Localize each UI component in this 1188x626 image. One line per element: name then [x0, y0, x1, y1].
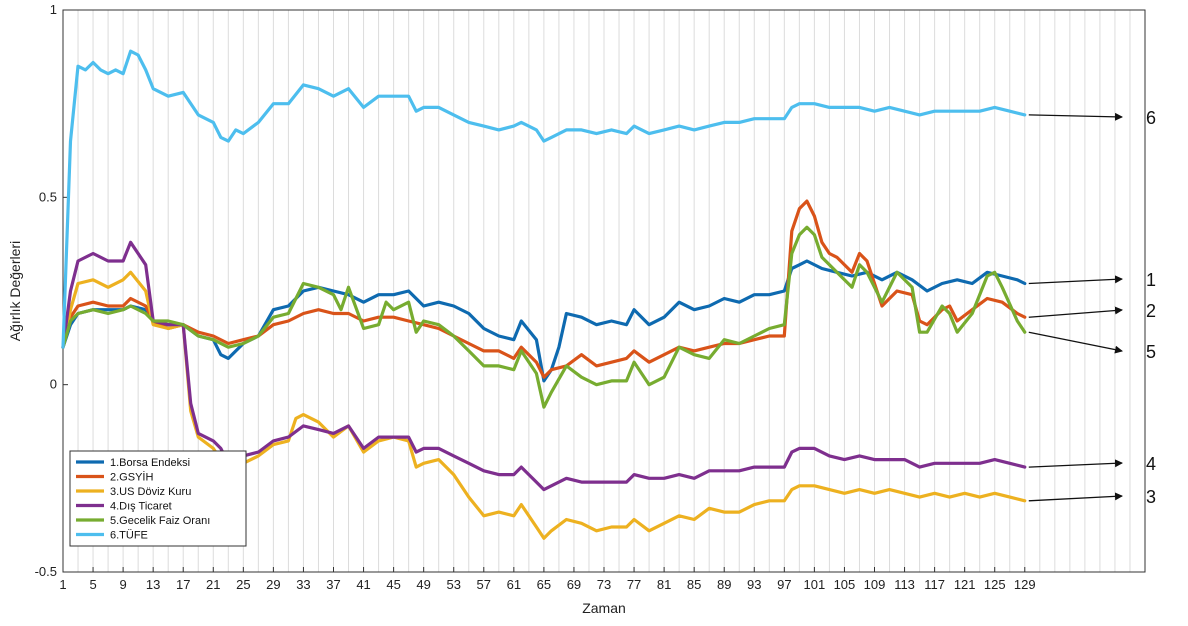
x-tick-label: 13 [146, 577, 160, 592]
series-layer [61, 49, 1027, 540]
x-tick-label: 129 [1014, 577, 1036, 592]
x-tick-label: 113 [894, 577, 915, 592]
callout-arrow-4 [1028, 459, 1123, 468]
x-tick-label: 37 [326, 577, 340, 592]
callout-arrow-5 [1028, 331, 1123, 354]
x-tick-label: 33 [296, 577, 310, 592]
x-tick-label: 81 [657, 577, 671, 592]
x-tick-label: 109 [864, 577, 886, 592]
series-line-4 [61, 240, 1027, 492]
x-tick-label: 73 [597, 577, 611, 592]
x-tick-label: 105 [834, 577, 856, 592]
callout-label-4: 4 [1146, 454, 1156, 474]
x-tick-label: 49 [416, 577, 430, 592]
x-tick-label: 121 [954, 577, 976, 592]
x-tick-label: 29 [266, 577, 280, 592]
x-tick-label: 17 [176, 577, 190, 592]
x-tick-label: 93 [747, 577, 761, 592]
callout-arrow-6 [1028, 112, 1123, 121]
legend-label-3: 3.US Döviz Kuru [110, 486, 191, 498]
x-tick-label: 89 [717, 577, 731, 592]
y-tick-label: -0.5 [35, 564, 57, 579]
x-tick-label: 65 [537, 577, 551, 592]
x-tick-label: 53 [446, 577, 460, 592]
legend-label-5: 5.Gecelik Faiz Oranı [110, 515, 210, 527]
x-tick-label: 85 [687, 577, 701, 592]
legend-label-2: 2.GSYİH [110, 471, 153, 484]
x-tick-label: 25 [236, 577, 250, 592]
y-tick-label: 0 [50, 377, 57, 392]
x-tick-label: 1 [59, 577, 66, 592]
callout-layer: 1 2 3 4 5 6 [1028, 108, 1156, 507]
x-tick-label: 41 [356, 577, 370, 592]
x-tick-label: 9 [119, 577, 126, 592]
callout-label-6: 6 [1146, 108, 1156, 128]
x-tick-label: 125 [984, 577, 1006, 592]
callout-label-5: 5 [1146, 342, 1156, 362]
y-tick-label: 0.5 [39, 189, 57, 204]
callout-label-3: 3 [1146, 487, 1156, 507]
x-tick-label: 5 [89, 577, 96, 592]
series-line-3 [61, 270, 1027, 540]
axis-layer: 1 5 9 13 17 21 25 29 33 37 41 45 49 53 57 61 65 69 73 77 81 8… [35, 2, 1036, 592]
x-tick-label: 45 [386, 577, 400, 592]
legend-box [69, 450, 247, 547]
series-line-6 [61, 49, 1027, 349]
x-tick-label: 69 [567, 577, 581, 592]
x-tick-label: 77 [627, 577, 641, 592]
legend-label-6: 6.TÜFE [110, 530, 148, 542]
y-tick-label: 1 [50, 2, 57, 17]
series-line-5 [61, 225, 1027, 409]
callout-arrow-1 [1028, 275, 1123, 285]
x-tick-label: 57 [477, 577, 491, 592]
callout-arrow-3 [1028, 492, 1123, 502]
x-tick-label: 101 [804, 577, 826, 592]
legend: 1.Borsa Endeksi 2.GSYİH 3.US Döviz Kuru 4.D… [69, 450, 247, 547]
legend-label-4: 4.Dış Ticaret [110, 501, 172, 513]
x-axis-title: Zaman [582, 600, 626, 616]
callout-label-1: 1 [1146, 270, 1156, 290]
x-tick-label: 61 [507, 577, 521, 592]
callout-arrow-2 [1028, 306, 1123, 318]
callout-label-2: 2 [1146, 301, 1156, 321]
x-tick-label: 97 [777, 577, 791, 592]
y-axis-title: Ağırlık Değerleri [7, 241, 23, 341]
x-tick-label: 21 [206, 577, 220, 592]
legend-label-1: 1.Borsa Endeksi [110, 457, 190, 469]
x-tick-label: 117 [924, 577, 945, 592]
series-line-2 [61, 199, 1027, 379]
